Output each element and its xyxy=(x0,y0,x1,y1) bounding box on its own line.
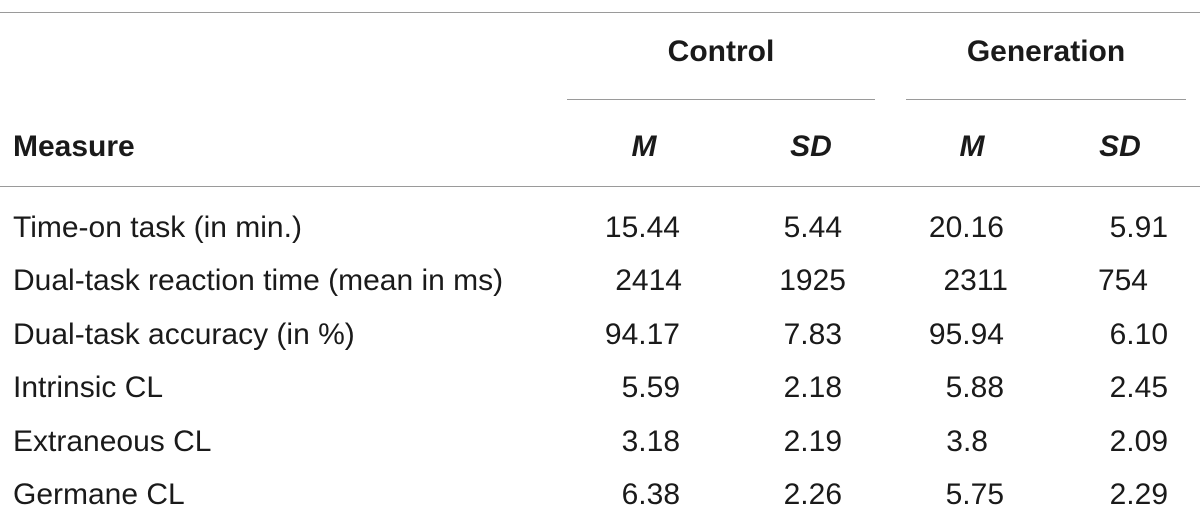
column-header-control-m: M xyxy=(631,130,657,163)
cell-control-m: 3.18 xyxy=(621,425,680,458)
row-label: Extraneous CL xyxy=(13,425,212,458)
cell-generation-sd: 6.10 xyxy=(1109,318,1168,351)
column-header-control-sd: SD xyxy=(790,130,832,163)
cell-generation-m: 5.75 xyxy=(945,478,1004,511)
cell-control-m: 6.38 xyxy=(621,478,680,511)
cell-control-sd: 1925 xyxy=(779,264,846,297)
row-label: Dual-task reaction time (mean in ms) xyxy=(13,264,504,297)
generation-group-underline xyxy=(906,99,1186,100)
group-header-generation: Generation xyxy=(966,35,1126,68)
cell-control-sd: 2.26 xyxy=(783,478,842,511)
column-header-measure: Measure xyxy=(13,130,135,163)
cell-control-sd: 2.18 xyxy=(783,371,842,404)
cell-control-sd: 5.44 xyxy=(783,211,842,244)
table-top-rule xyxy=(0,12,1200,13)
cell-control-sd: 7.83 xyxy=(783,318,842,351)
row-label: Intrinsic CL xyxy=(13,371,164,404)
control-group-underline xyxy=(567,99,875,100)
cell-control-m: 15.44 xyxy=(604,211,680,244)
cell-generation-m: 3.8 xyxy=(946,425,988,458)
column-header-generation-sd: SD xyxy=(1099,130,1141,163)
row-label: Time-on task (in min.) xyxy=(13,211,302,244)
cell-generation-m: 20.16 xyxy=(928,211,1004,244)
row-label: Dual-task accuracy (in %) xyxy=(13,318,355,351)
cell-generation-sd: 5.91 xyxy=(1109,211,1168,244)
cell-generation-sd: 2.29 xyxy=(1109,478,1168,511)
group-header-control: Control xyxy=(667,35,775,68)
cell-generation-m: 2311 xyxy=(943,264,1008,297)
column-header-generation-m: M xyxy=(959,130,985,163)
cell-generation-sd: 2.45 xyxy=(1109,371,1168,404)
cell-control-sd: 2.19 xyxy=(783,425,842,458)
cell-control-m: 94.17 xyxy=(604,318,680,351)
header-bottom-rule xyxy=(0,186,1200,187)
cell-control-m: 2414 xyxy=(615,264,682,297)
cell-generation-sd: 754 xyxy=(1097,264,1148,297)
cell-generation-m: 95.94 xyxy=(928,318,1004,351)
row-label: Germane CL xyxy=(13,478,185,511)
cell-generation-sd: 2.09 xyxy=(1109,425,1168,458)
cell-generation-m: 5.88 xyxy=(945,371,1004,404)
cell-control-m: 5.59 xyxy=(621,371,680,404)
